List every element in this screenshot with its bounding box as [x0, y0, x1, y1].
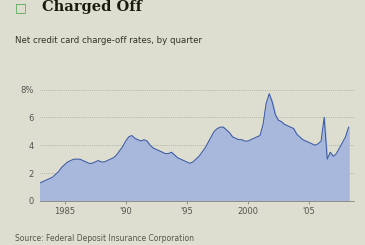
- Text: Source: Federal Deposit Insurance Corporation: Source: Federal Deposit Insurance Corpor…: [15, 233, 193, 243]
- Text: Charged Off: Charged Off: [42, 0, 142, 14]
- Text: □: □: [15, 1, 26, 14]
- Text: Net credit card charge-off rates, by quarter: Net credit card charge-off rates, by qua…: [15, 36, 201, 45]
